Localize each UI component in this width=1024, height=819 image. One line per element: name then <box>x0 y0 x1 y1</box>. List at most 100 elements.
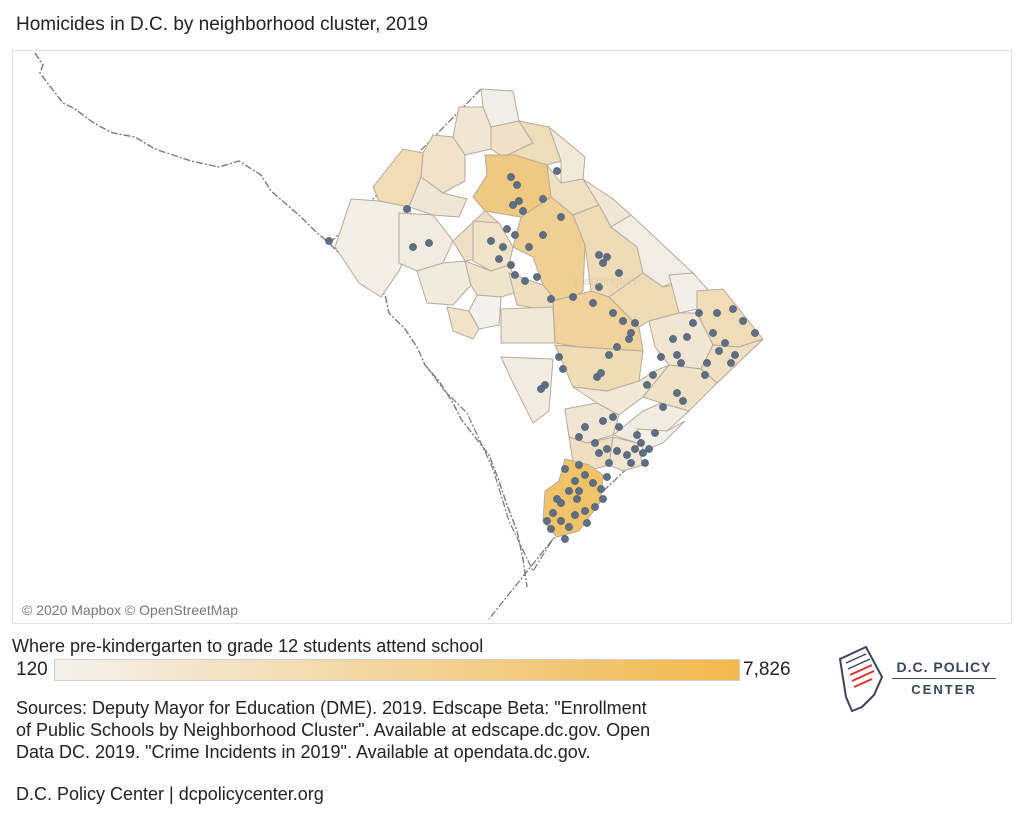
homicide-dot[interactable] <box>713 309 721 317</box>
map-container[interactable]: Washington © 2020 Mapbox © OpenStreetMap <box>12 50 1012 624</box>
homicide-dot[interactable] <box>627 459 635 467</box>
homicide-dot[interactable] <box>609 309 617 317</box>
homicide-dot[interactable] <box>597 485 605 493</box>
cluster-polygon[interactable] <box>468 294 502 330</box>
homicide-dot[interactable] <box>533 273 541 281</box>
homicide-dot[interactable] <box>519 207 527 215</box>
homicide-dot[interactable] <box>597 369 605 377</box>
homicide-dot[interactable] <box>409 243 417 251</box>
homicide-dot[interactable] <box>599 417 607 425</box>
homicide-dot[interactable] <box>595 283 603 291</box>
cluster-polygon[interactable] <box>464 260 522 298</box>
homicide-dot[interactable] <box>739 317 747 325</box>
homicide-dot[interactable] <box>639 449 647 457</box>
homicide-dot[interactable] <box>649 371 657 379</box>
homicide-dot[interactable] <box>599 259 607 267</box>
homicide-dot[interactable] <box>615 423 623 431</box>
homicide-dot[interactable] <box>547 525 555 533</box>
homicide-dot[interactable] <box>503 225 511 233</box>
cluster-polygon[interactable] <box>446 306 480 340</box>
homicide-dot[interactable] <box>403 205 411 213</box>
homicide-dot[interactable] <box>627 329 635 337</box>
homicide-dot[interactable] <box>561 535 569 543</box>
homicide-dot[interactable] <box>511 271 519 279</box>
homicide-dot[interactable] <box>525 243 533 251</box>
homicide-dot[interactable] <box>673 351 681 359</box>
homicide-dot[interactable] <box>581 507 589 515</box>
homicide-dot[interactable] <box>573 495 581 503</box>
homicide-dot[interactable] <box>703 359 711 367</box>
homicide-dot[interactable] <box>677 359 685 367</box>
homicide-dot[interactable] <box>569 293 577 301</box>
homicide-dot[interactable] <box>539 231 547 239</box>
homicide-dot[interactable] <box>575 433 583 441</box>
cluster-polygon[interactable] <box>334 198 418 298</box>
homicide-dot[interactable] <box>595 449 603 457</box>
homicide-dot[interactable] <box>539 195 547 203</box>
homicide-dot[interactable] <box>591 503 599 511</box>
homicide-dot[interactable] <box>641 459 649 467</box>
homicide-dot[interactable] <box>695 309 703 317</box>
homicide-dot[interactable] <box>555 353 563 361</box>
homicide-dot[interactable] <box>595 251 603 259</box>
homicide-dot[interactable] <box>727 359 735 367</box>
homicide-dot[interactable] <box>609 413 617 421</box>
homicide-dot[interactable] <box>487 237 495 245</box>
homicide-dot[interactable] <box>561 465 569 473</box>
homicide-dot[interactable] <box>581 471 589 479</box>
cluster-polygon[interactable] <box>542 458 604 538</box>
homicide-dot[interactable] <box>599 495 607 503</box>
homicide-dot[interactable] <box>659 403 667 411</box>
homicide-dot[interactable] <box>495 255 503 263</box>
homicide-dot[interactable] <box>507 173 515 181</box>
homicide-dot[interactable] <box>631 445 639 453</box>
homicide-dot[interactable] <box>613 447 621 455</box>
homicide-dot[interactable] <box>651 429 659 437</box>
homicide-dot[interactable] <box>537 385 545 393</box>
homicide-dot[interactable] <box>521 277 529 285</box>
homicide-dot[interactable] <box>603 473 611 481</box>
homicide-dot[interactable] <box>715 347 723 355</box>
homicide-dot[interactable] <box>589 299 597 307</box>
homicide-dot[interactable] <box>751 329 759 337</box>
homicide-dot[interactable] <box>325 237 333 245</box>
homicide-dot[interactable] <box>575 461 583 469</box>
homicide-dot[interactable] <box>559 365 567 373</box>
homicide-dot[interactable] <box>683 333 691 341</box>
dc-policy-center-logo[interactable]: D.C. POLICY CENTER <box>836 645 1006 715</box>
homicide-dot[interactable] <box>425 239 433 247</box>
homicide-dot[interactable] <box>511 231 519 239</box>
cluster-polygon[interactable] <box>552 290 644 352</box>
homicide-dot[interactable] <box>619 317 627 325</box>
homicide-dot[interactable] <box>571 511 579 519</box>
homicide-dot[interactable] <box>673 389 681 397</box>
homicide-dot[interactable] <box>633 431 641 439</box>
homicide-dot[interactable] <box>547 295 555 303</box>
homicide-dot[interactable] <box>603 253 611 261</box>
homicide-dot[interactable] <box>613 343 621 351</box>
homicide-dot[interactable] <box>581 423 589 431</box>
homicide-dot[interactable] <box>701 371 709 379</box>
cluster-polygon[interactable] <box>500 356 554 424</box>
homicide-dot[interactable] <box>507 261 515 269</box>
homicide-dot[interactable] <box>549 509 557 517</box>
homicide-dot[interactable] <box>553 167 561 175</box>
cluster-polygon[interactable] <box>500 306 556 344</box>
map-attribution[interactable]: © 2020 Mapbox © OpenStreetMap <box>22 602 238 618</box>
homicide-dot[interactable] <box>605 351 613 359</box>
homicide-dot[interactable] <box>645 445 653 453</box>
homicide-dot[interactable] <box>509 201 517 209</box>
homicide-dot[interactable] <box>605 459 613 467</box>
homicide-dot[interactable] <box>557 213 565 221</box>
homicide-dot[interactable] <box>731 351 739 359</box>
homicide-dot[interactable] <box>689 319 697 327</box>
homicide-dot[interactable] <box>657 353 665 361</box>
homicide-dot[interactable] <box>729 305 737 313</box>
homicide-dot[interactable] <box>615 269 623 277</box>
homicide-dot[interactable] <box>571 477 579 485</box>
homicide-dot[interactable] <box>515 197 523 205</box>
homicide-dot[interactable] <box>603 445 611 453</box>
homicide-dot[interactable] <box>637 439 645 447</box>
homicide-dot[interactable] <box>709 329 717 337</box>
homicide-dot[interactable] <box>583 519 591 527</box>
